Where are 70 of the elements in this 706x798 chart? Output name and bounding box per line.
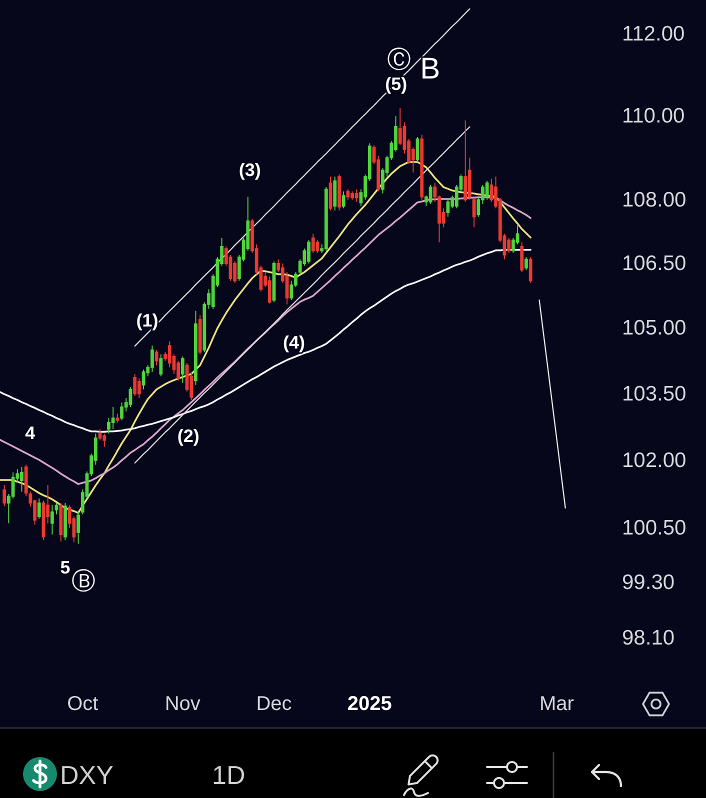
annotation: B <box>420 52 440 86</box>
annotation: 5 <box>60 558 70 578</box>
candlestick <box>528 256 532 284</box>
candlestick <box>154 349 158 366</box>
candlestick <box>485 180 489 200</box>
candlestick <box>311 233 315 254</box>
candlestick <box>128 386 132 408</box>
line-series <box>0 161 532 514</box>
x-tick-label: Mar <box>539 693 574 715</box>
candlestick <box>428 184 432 205</box>
candlestick <box>446 199 450 218</box>
candlestick <box>354 188 358 202</box>
annotation: Ⓒ <box>387 46 412 74</box>
candlestick <box>180 356 184 384</box>
candlestick <box>54 502 58 515</box>
candlestick <box>520 242 524 273</box>
line-series <box>0 196 532 485</box>
y-tick-label: 106.50 <box>622 252 686 276</box>
y-tick-label: 112.00 <box>622 22 685 46</box>
candlestick <box>116 413 120 423</box>
x-tick-label: 2025 <box>347 693 392 715</box>
candlestick <box>338 174 341 211</box>
candlestick <box>268 276 272 304</box>
y-tick-label: 105.00 <box>622 316 686 340</box>
x-tick-label: Dec <box>256 693 292 715</box>
candlestick <box>137 378 141 399</box>
candlestick <box>194 310 198 386</box>
y-tick-label: 108.00 <box>622 188 686 212</box>
x-tick-label: Nov <box>164 693 200 715</box>
y-tick-label: 103.50 <box>622 382 686 406</box>
candlestick <box>2 484 6 507</box>
candlestick <box>420 134 424 200</box>
annotation: Ⓑ <box>71 568 96 596</box>
candlestick <box>346 188 350 200</box>
candlestick <box>50 504 54 536</box>
annotation: (4) <box>283 332 306 352</box>
line-series <box>134 126 470 464</box>
annotation: (2) <box>177 426 200 446</box>
candlestick <box>324 186 328 252</box>
y-tick-label: 98.10 <box>622 626 675 650</box>
annotation: (1) <box>136 310 158 331</box>
candlestick <box>76 511 80 544</box>
candlestick <box>333 176 337 211</box>
candlestick <box>272 260 276 303</box>
candlestick <box>328 176 332 211</box>
annotation: (3) <box>238 160 261 180</box>
y-tick-label: 102.00 <box>622 448 686 472</box>
x-tick-label: Oct <box>67 693 99 715</box>
candlestick <box>142 369 146 390</box>
candlestick <box>159 354 163 377</box>
candlestick <box>342 190 346 209</box>
text: DXY <box>60 760 114 790</box>
y-tick-label: 99.30 <box>622 571 675 594</box>
candlestick <box>133 374 137 396</box>
candlestick <box>464 120 468 202</box>
candlestick <box>198 314 202 355</box>
candlestick <box>111 406 115 430</box>
candlestick <box>416 136 420 162</box>
text: 1D <box>212 760 246 790</box>
candlestick <box>524 256 528 270</box>
line-series <box>538 299 566 509</box>
candlestick <box>37 498 41 520</box>
annotation: 4 <box>25 422 36 443</box>
candlestick <box>24 464 28 497</box>
candlestick <box>64 502 67 541</box>
candlestick <box>59 502 63 542</box>
candlestick <box>102 433 106 448</box>
y-tick-label: 100.50 <box>622 516 686 540</box>
y-tick-label: 110.00 <box>622 104 685 128</box>
candlestick <box>472 197 476 228</box>
